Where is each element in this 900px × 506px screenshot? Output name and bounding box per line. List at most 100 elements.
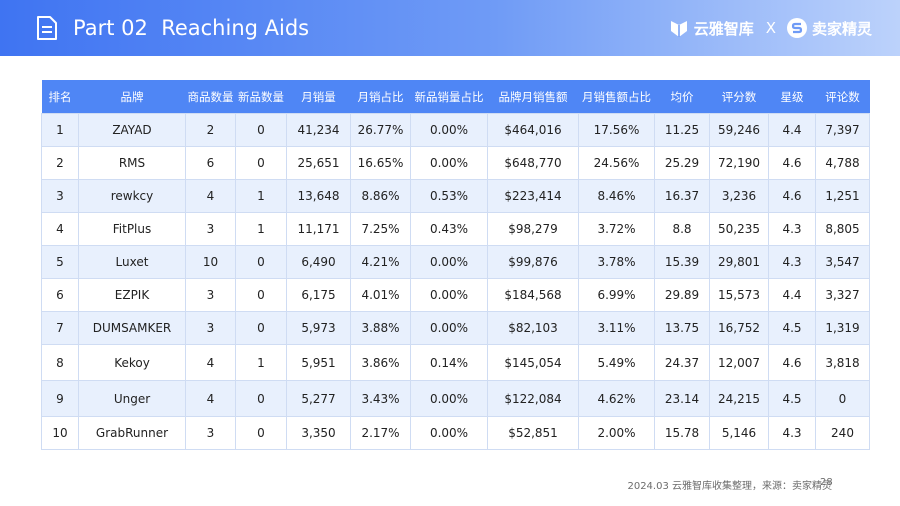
table-cell: 4.3 bbox=[768, 416, 816, 450]
table-cell: 6 bbox=[185, 146, 236, 180]
table-cell: 11.25 bbox=[654, 113, 710, 147]
table-cell: $648,770 bbox=[487, 146, 579, 180]
table-cell: 3 bbox=[41, 179, 79, 213]
column-header: 月销占比 bbox=[350, 80, 411, 114]
table-cell: RMS bbox=[78, 146, 186, 180]
table-cell: 3.88% bbox=[350, 311, 411, 345]
table-cell: 4.6 bbox=[768, 146, 816, 180]
table-cell: 0 bbox=[235, 113, 287, 147]
table-row: 7 DUMSAMKER 3 0 5,973 3.88% 0.00% $82,103 3.11% 1… bbox=[41, 311, 870, 345]
table-cell: 4.5 bbox=[768, 380, 816, 417]
table-cell: 5,146 bbox=[709, 416, 769, 450]
table-cell: ZAYAD bbox=[78, 113, 186, 147]
table-cell: 25,651 bbox=[286, 146, 351, 180]
table-cell: 3,547 bbox=[815, 245, 870, 279]
table-cell: $184,568 bbox=[487, 278, 579, 312]
table-body: 1 ZAYAD 2 0 41,234 26.77% 0.00% $464,016 17.56% 1… bbox=[41, 113, 870, 450]
table-cell: 0 bbox=[235, 146, 287, 180]
table-cell: 0 bbox=[235, 311, 287, 345]
table-cell: 3,818 bbox=[815, 344, 870, 381]
table-cell: 3 bbox=[185, 278, 236, 312]
table-row: 8 Kekoy 4 1 5,951 3.86% 0.14% $145,054 5.49% 24.3… bbox=[41, 344, 870, 381]
table-cell: 15.78 bbox=[654, 416, 710, 450]
table-cell: 2.17% bbox=[350, 416, 411, 450]
table-cell: 3 bbox=[185, 212, 236, 246]
table-cell: 17.56% bbox=[578, 113, 655, 147]
table-cell: 11,171 bbox=[286, 212, 351, 246]
brand-ranking-table: 排名 品牌 商品数量 新品数量 月销量 月销占比 新品销量占比 品牌月销售额 月销售额占比 均价评… bbox=[41, 80, 870, 450]
table-cell: 0.00% bbox=[410, 146, 488, 180]
table-cell: 1 bbox=[235, 179, 287, 213]
table-cell: 50,235 bbox=[709, 212, 769, 246]
document-icon bbox=[37, 16, 57, 40]
table-cell: Luxet bbox=[78, 245, 186, 279]
table-row: 5 Luxet 10 0 6,490 4.21% 0.00% $99,876 3.78% 15.3… bbox=[41, 245, 870, 279]
table-cell: $122,084 bbox=[487, 380, 579, 417]
table-row: 4 FitPlus 3 1 11,171 7.25% 0.43% $98,279 3.72% 8.… bbox=[41, 212, 870, 246]
table-cell: 5,973 bbox=[286, 311, 351, 345]
table-cell: 12,007 bbox=[709, 344, 769, 381]
column-header: 排名 bbox=[41, 80, 79, 114]
table-cell: $82,103 bbox=[487, 311, 579, 345]
table-cell: 7,397 bbox=[815, 113, 870, 147]
table-cell: 3.78% bbox=[578, 245, 655, 279]
table-cell: EZPIK bbox=[78, 278, 186, 312]
table-cell: 2 bbox=[41, 146, 79, 180]
table-cell: 1 bbox=[235, 212, 287, 246]
table-cell: 0.43% bbox=[410, 212, 488, 246]
table-cell: 13,648 bbox=[286, 179, 351, 213]
table-cell: $52,851 bbox=[487, 416, 579, 450]
page-number: 28 bbox=[820, 477, 833, 488]
table-cell: 16.37 bbox=[654, 179, 710, 213]
table-cell: 3.72% bbox=[578, 212, 655, 246]
table-cell: 59,246 bbox=[709, 113, 769, 147]
table-cell: 3,327 bbox=[815, 278, 870, 312]
table-cell: 8,805 bbox=[815, 212, 870, 246]
table-cell: 6,175 bbox=[286, 278, 351, 312]
table-cell: 4.4 bbox=[768, 278, 816, 312]
table-cell: 3.11% bbox=[578, 311, 655, 345]
table-cell: $99,876 bbox=[487, 245, 579, 279]
table-cell: 16,752 bbox=[709, 311, 769, 345]
table-cell: Unger bbox=[78, 380, 186, 417]
table-cell: 1 bbox=[41, 113, 79, 147]
table-cell: 4 bbox=[41, 212, 79, 246]
column-header: 品牌月销售额 bbox=[487, 80, 579, 114]
table-cell: 29.89 bbox=[654, 278, 710, 312]
table-cell: 26.77% bbox=[350, 113, 411, 147]
table-cell: 0.00% bbox=[410, 113, 488, 147]
table-cell: 0.00% bbox=[410, 311, 488, 345]
brand-yunya-name: 云雅智库 bbox=[693, 19, 754, 38]
table-cell: 15.39 bbox=[654, 245, 710, 279]
column-header: 品牌 bbox=[78, 80, 186, 114]
column-header: 均价 bbox=[654, 80, 710, 114]
brand-yunya: 云雅智库 bbox=[668, 17, 754, 39]
table-cell: 5,951 bbox=[286, 344, 351, 381]
table-cell: 0.00% bbox=[410, 380, 488, 417]
table-cell: 1,319 bbox=[815, 311, 870, 345]
maijia-logo-icon bbox=[786, 18, 807, 38]
table-cell: 0.14% bbox=[410, 344, 488, 381]
table-cell: 4.3 bbox=[768, 245, 816, 279]
footer-source: 2024.03 云雅智库收集整理，来源：卖家精灵 bbox=[627, 481, 832, 492]
table-cell: 5,277 bbox=[286, 380, 351, 417]
table-row: 2 RMS 6 0 25,651 16.65% 0.00% $648,770 24.56% 25.… bbox=[41, 146, 870, 180]
table-row: 1 ZAYAD 2 0 41,234 26.77% 0.00% $464,016 17.56% 1… bbox=[41, 113, 870, 147]
page-header: Part 02 Reaching Aids 云雅智库 X 卖家精灵 bbox=[0, 0, 900, 56]
column-header: 评分数 bbox=[709, 80, 769, 114]
table-cell: 4.3 bbox=[768, 212, 816, 246]
table-cell: $464,016 bbox=[487, 113, 579, 147]
table-cell: 4.21% bbox=[350, 245, 411, 279]
table-cell: 3 bbox=[185, 311, 236, 345]
brand-separator: X bbox=[765, 19, 776, 37]
table-cell: 0 bbox=[235, 416, 287, 450]
table-cell: 16.65% bbox=[350, 146, 411, 180]
table-cell: 3,350 bbox=[286, 416, 351, 450]
table-cell: 29,801 bbox=[709, 245, 769, 279]
table-cell: 4.62% bbox=[578, 380, 655, 417]
column-header: 新品数量 bbox=[235, 80, 287, 114]
page-title: Part 02 Reaching Aids bbox=[73, 16, 310, 40]
table-cell: 2 bbox=[185, 113, 236, 147]
table-cell: 8 bbox=[41, 344, 79, 381]
table-cell: 0.53% bbox=[410, 179, 488, 213]
